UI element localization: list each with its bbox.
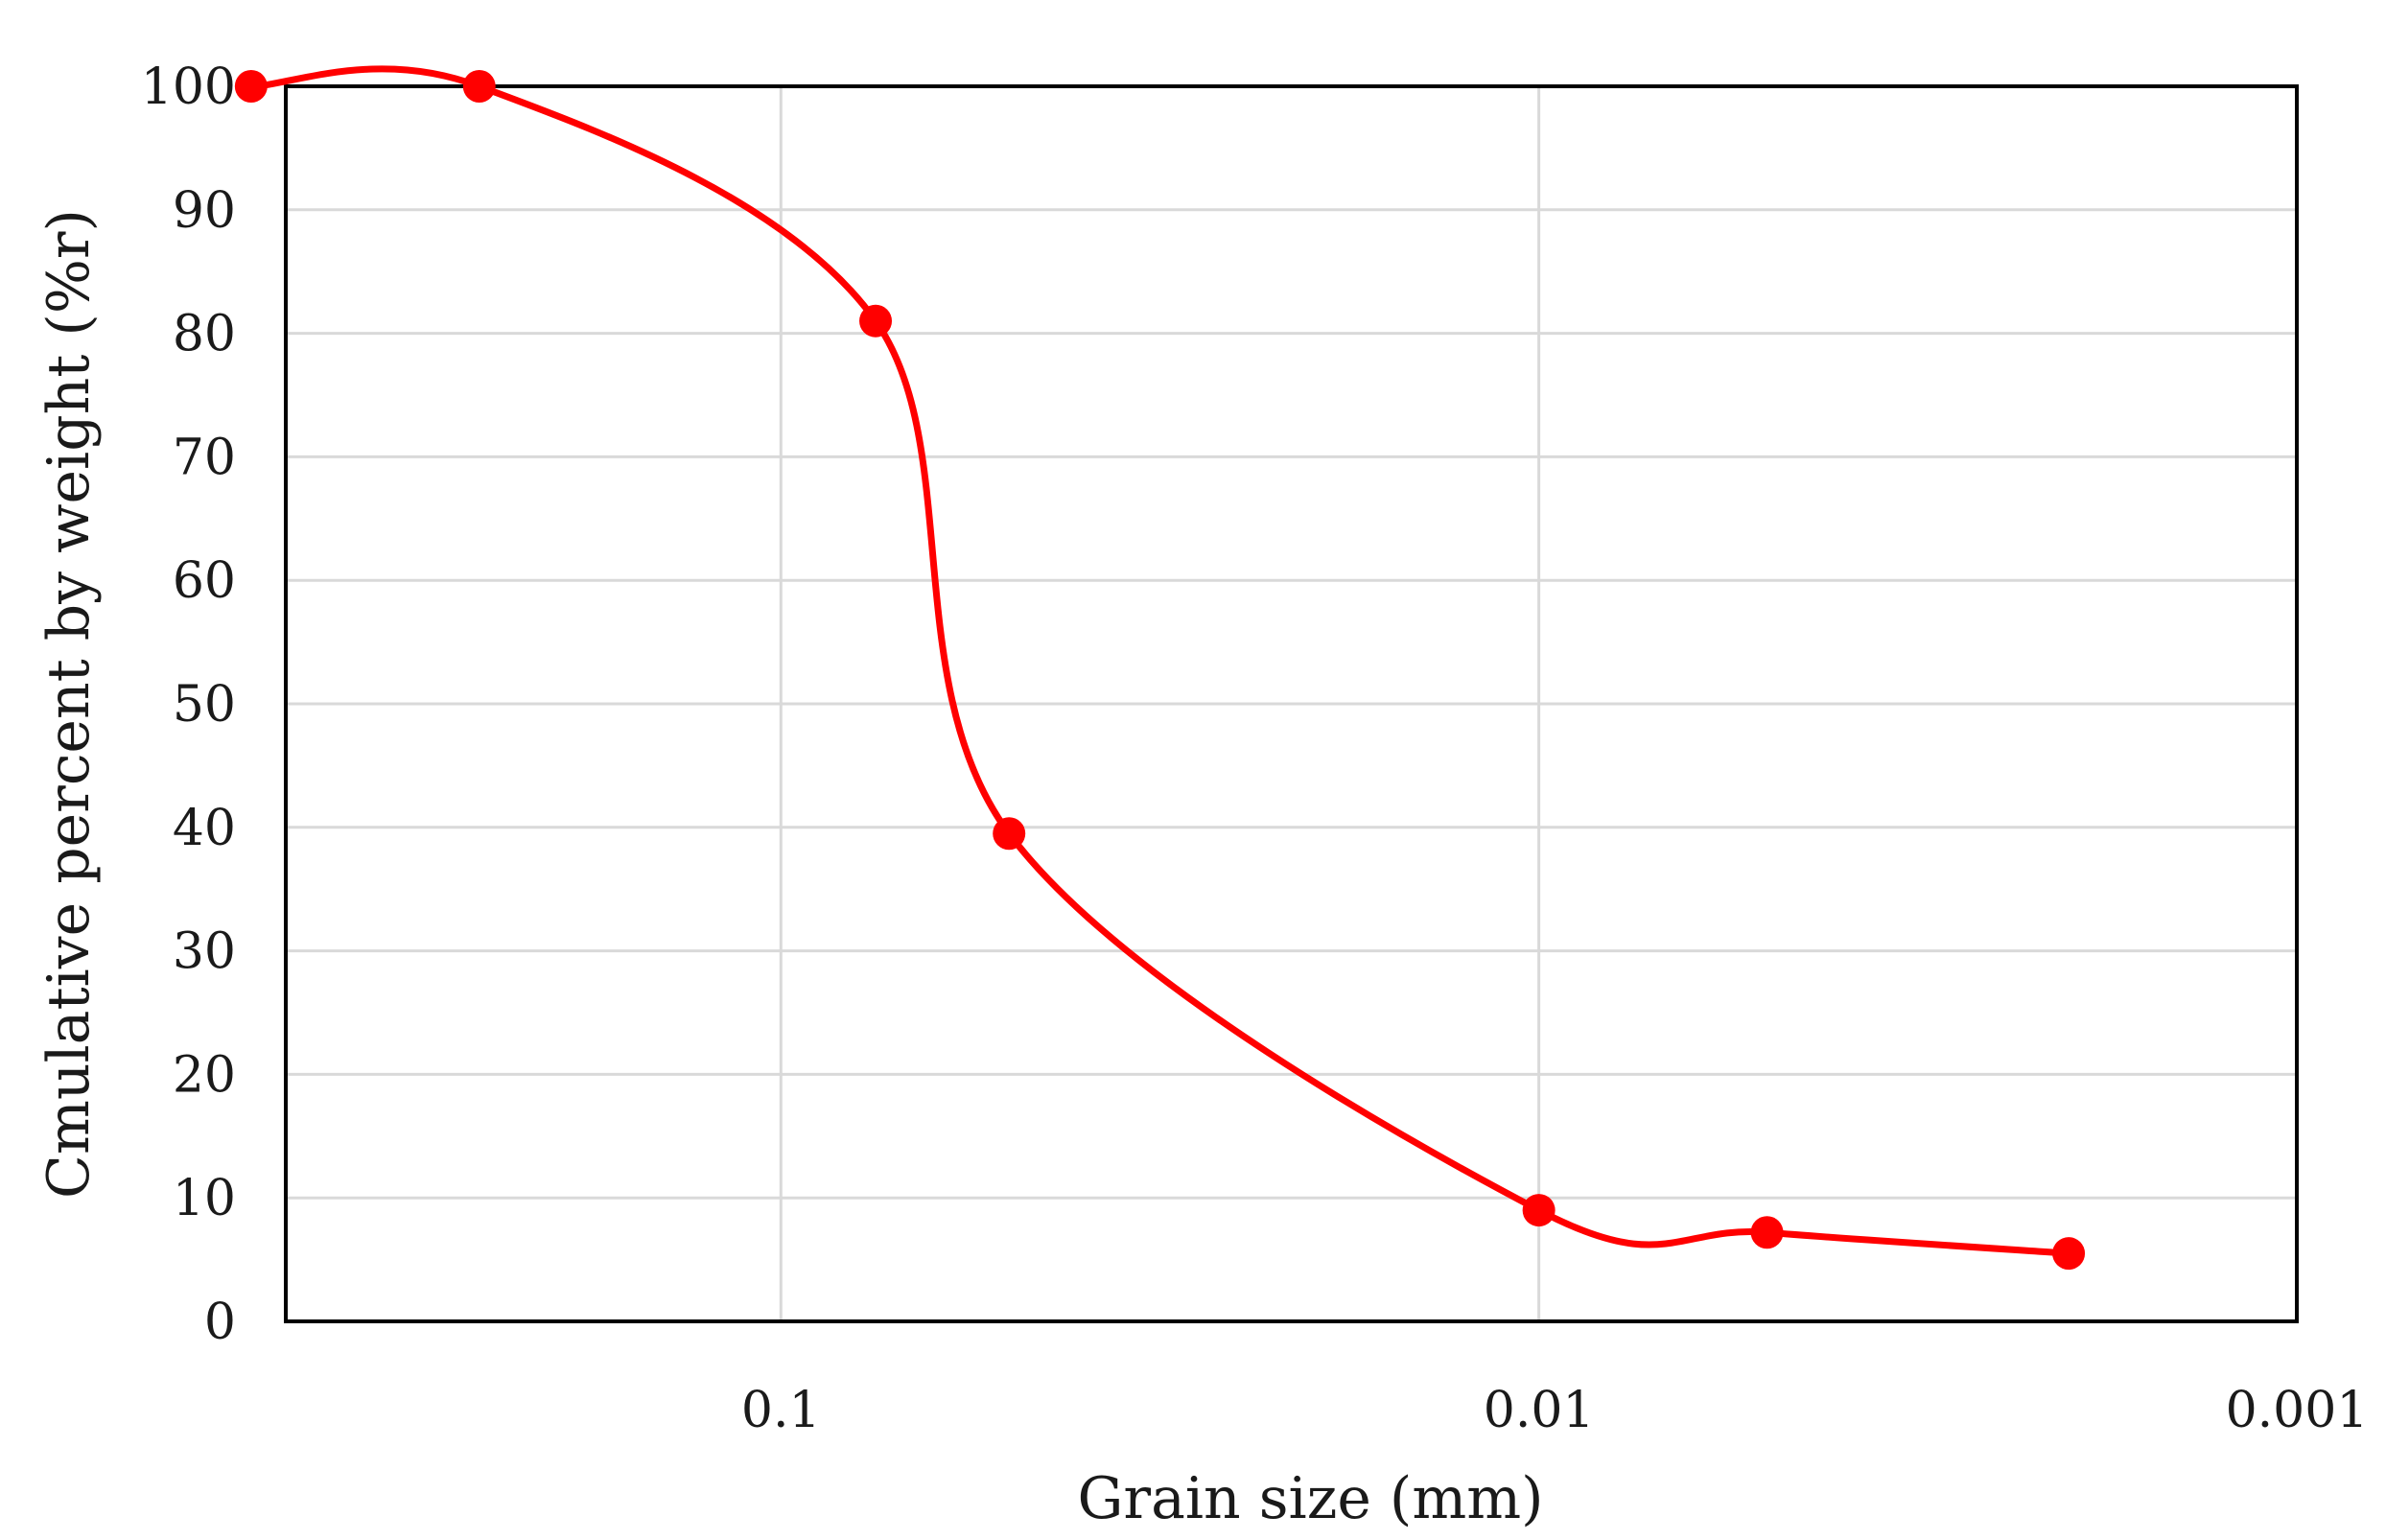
x-tick-label: 0.1 — [741, 1382, 821, 1439]
data-point — [462, 70, 496, 103]
y-tick-label: 10 — [173, 1170, 236, 1227]
y-tick-label: 80 — [173, 306, 236, 363]
y-tick-label: 20 — [173, 1046, 236, 1104]
y-tick-label: 0 — [204, 1294, 236, 1351]
x-axis-title: Grain size (mm) — [1077, 1465, 1543, 1532]
x-tick-label: 0.01 — [1484, 1382, 1595, 1439]
y-tick-label: 100 — [141, 58, 236, 116]
data-point — [1750, 1216, 1784, 1249]
y-tick-label: 70 — [173, 429, 236, 486]
y-tick-label: 40 — [173, 800, 236, 857]
y-tick-label: 50 — [173, 676, 236, 734]
grid-lines — [286, 86, 2297, 1321]
y-axis-tick-labels: 0 10 20 30 40 50 60 70 80 90 100 — [141, 58, 236, 1351]
y-tick-label: 30 — [173, 923, 236, 981]
x-tick-label: 0.001 — [2226, 1382, 2369, 1439]
data-point — [2052, 1237, 2086, 1271]
x-axis-tick-labels: 0.1 0.01 0.001 — [741, 1382, 2369, 1439]
data-point — [859, 304, 893, 338]
y-axis-title: Cmulative percent by weight (%r) — [35, 209, 103, 1199]
data-point — [993, 817, 1026, 851]
plot-area-frame — [284, 84, 2299, 1323]
y-tick-label: 90 — [173, 182, 236, 240]
data-series — [234, 65, 2086, 1271]
data-point — [1522, 1194, 1556, 1227]
y-tick-label: 60 — [173, 552, 236, 610]
data-point — [234, 70, 268, 103]
